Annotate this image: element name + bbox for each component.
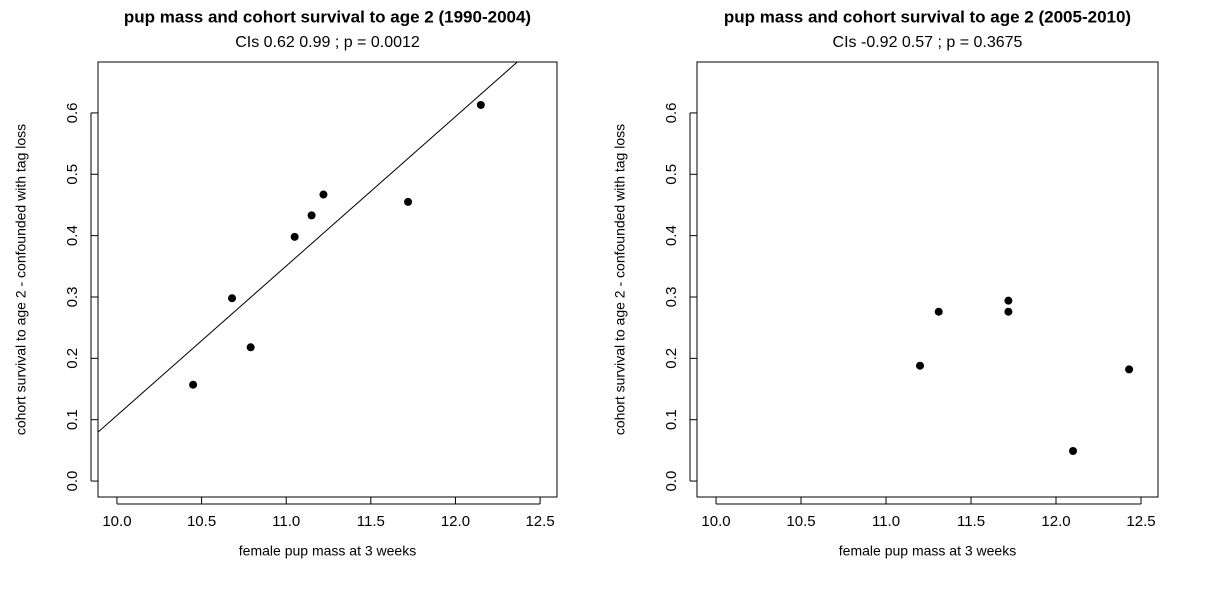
point	[1004, 307, 1013, 316]
y-axis-label: cohort survival to age 2 - confounded wi…	[13, 124, 29, 435]
point	[319, 190, 328, 199]
x-axis-label: female pup mass at 3 weeks	[239, 543, 416, 559]
plot-frame	[97, 61, 558, 498]
trend-line	[98, 62, 519, 433]
x-tick-label: 10.0	[701, 513, 730, 530]
y-tick-label: 0.2	[64, 348, 81, 369]
chart-title: pup mass and cohort survival to age 2 (2…	[724, 7, 1131, 26]
y-tick-label: 0.0	[64, 471, 81, 492]
x-axis-label: female pup mass at 3 weeks	[839, 543, 1016, 559]
x-tick-label: 11.0	[872, 513, 900, 530]
x-tick-label: 11.5	[957, 513, 985, 530]
point	[934, 307, 943, 316]
y-tick-label: 0.4	[663, 225, 680, 246]
y-tick-label: 0.3	[663, 287, 680, 308]
x-tick-label: 12.5	[525, 513, 554, 530]
y-tick-label: 0.1	[663, 409, 680, 430]
point	[1069, 446, 1078, 455]
point	[916, 361, 925, 370]
y-tick-label: 0.1	[64, 409, 81, 430]
y-tick-label: 0.6	[64, 102, 81, 123]
panel: pup mass and cohort survival to age 2 (1…	[13, 7, 558, 559]
point	[1004, 296, 1013, 305]
plot-frame	[696, 61, 1159, 498]
x-tick-label: 12.0	[1041, 513, 1070, 530]
point	[246, 343, 255, 352]
y-tick-label: 0.5	[64, 164, 81, 185]
point	[228, 294, 237, 303]
y-axis-label: cohort survival to age 2 - confounded wi…	[612, 124, 628, 435]
x-tick-label: 10.0	[102, 513, 131, 530]
x-tick-label: 11.5	[357, 513, 385, 530]
x-tick-label: 12.0	[441, 513, 470, 530]
point	[476, 100, 485, 109]
y-tick-label: 0.3	[64, 287, 81, 308]
chart-subtitle: CIs -0.92 0.57 ; p = 0.3675	[833, 34, 1023, 51]
x-tick-label: 12.5	[1126, 513, 1155, 530]
y-tick-label: 0.6	[663, 102, 680, 123]
point	[189, 380, 198, 389]
chart-title: pup mass and cohort survival to age 2 (1…	[124, 7, 531, 26]
panel: pup mass and cohort survival to age 2 (2…	[612, 7, 1159, 559]
x-tick-label: 10.5	[786, 513, 815, 530]
point	[290, 232, 299, 241]
x-tick-label: 11.0	[272, 513, 300, 530]
point	[404, 197, 413, 206]
y-tick-label: 0.5	[663, 164, 680, 185]
y-tick-label: 0.4	[64, 225, 81, 246]
y-tick-label: 0.2	[663, 348, 680, 369]
point	[1125, 365, 1134, 374]
point	[307, 211, 316, 220]
chart-subtitle: CIs 0.62 0.99 ; p = 0.0012	[235, 34, 420, 51]
x-tick-label: 10.5	[187, 513, 216, 530]
y-tick-label: 0.0	[663, 471, 680, 492]
